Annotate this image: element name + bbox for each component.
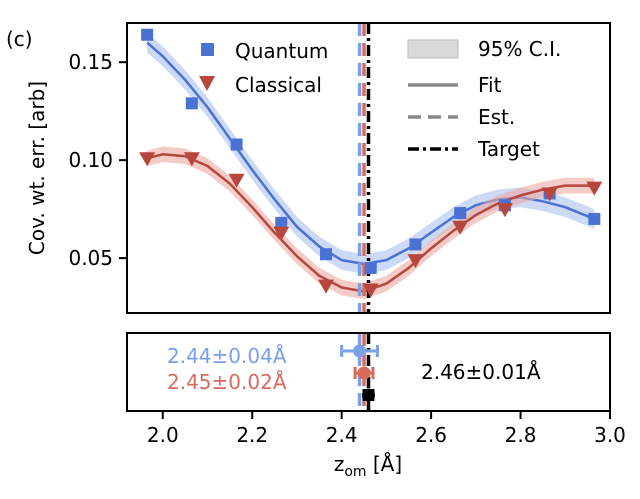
ci-band-quantum (147, 32, 595, 274)
point-quantum (320, 248, 333, 261)
panel-label: (c) (6, 27, 33, 51)
point-quantum (364, 261, 377, 274)
x-tick-label: 2.6 (415, 423, 447, 447)
estimate-point-target (362, 388, 375, 402)
point-quantum (185, 97, 198, 110)
point-quantum (230, 138, 243, 151)
x-tick-label: 2.0 (147, 423, 179, 447)
legend-ci-swatch (407, 39, 459, 59)
y-axis-label: Cov. wt. err. [arb] (25, 81, 49, 255)
x-tick-label: 2.8 (505, 423, 537, 447)
point-quantum (588, 212, 601, 225)
point-classical (496, 203, 513, 218)
point-classical (183, 152, 200, 167)
legend-classical-label: Classical (235, 73, 322, 97)
point-classical (228, 173, 245, 188)
x-tick-label: 2.4 (326, 423, 358, 447)
y-tick-label: 0.15 (68, 50, 113, 74)
estimate-point-classical (357, 366, 371, 380)
y-tick-label: 0.10 (68, 148, 113, 172)
top-plot-area (139, 23, 603, 313)
point-classical (362, 283, 379, 298)
estimate-point-quantum (353, 344, 367, 358)
x-tick-label: 2.2 (236, 423, 268, 447)
point-classical (318, 279, 335, 294)
point-classical (407, 254, 424, 269)
point-classical (452, 220, 469, 235)
y-tick-label: 0.05 (68, 246, 113, 270)
point-quantum (275, 216, 288, 229)
point-quantum (141, 28, 154, 41)
legend-fit-label: Fit (478, 73, 502, 97)
point-quantum (454, 207, 467, 220)
legend-classical-marker (199, 76, 215, 91)
legend-est-label: Est. (478, 105, 515, 129)
legend-target-label: Target (477, 137, 540, 161)
estimate-label-quantum: 2.44±0.04Å (167, 344, 287, 368)
legend-quantum-label: Quantum (235, 39, 328, 63)
y-ticks: 0.05 0.10 0.15 (68, 50, 127, 270)
bottom-axes-frame (126, 332, 611, 412)
x-axis-label: zom [Å] (334, 452, 402, 480)
point-classical (541, 187, 558, 202)
x-axis-label-sub: om (344, 464, 366, 480)
ci-band-classical (147, 146, 595, 300)
legend: Quantum Classical 95% C.I. Fit Est. Targ… (199, 37, 561, 161)
estimate-label-target: 2.46±0.01Å (421, 360, 541, 384)
estimate-label-classical: 2.45±0.02Å (167, 370, 287, 394)
legend-quantum-marker (201, 43, 214, 56)
x-tick-label: 3.0 (594, 423, 626, 447)
point-classical (586, 181, 603, 196)
top-axes-frame (126, 22, 611, 314)
point-quantum (409, 238, 422, 251)
point-classical (139, 152, 156, 167)
point-classical (273, 226, 290, 241)
x-ticks: 2.0 2.2 2.4 2.6 2.8 3.0 (147, 411, 626, 447)
x-axis-label-main: z (334, 452, 345, 476)
bottom-plot-area (340, 333, 379, 411)
x-axis-label-unit: [Å] (367, 452, 403, 476)
legend-ci-label: 95% C.I. (478, 37, 561, 61)
